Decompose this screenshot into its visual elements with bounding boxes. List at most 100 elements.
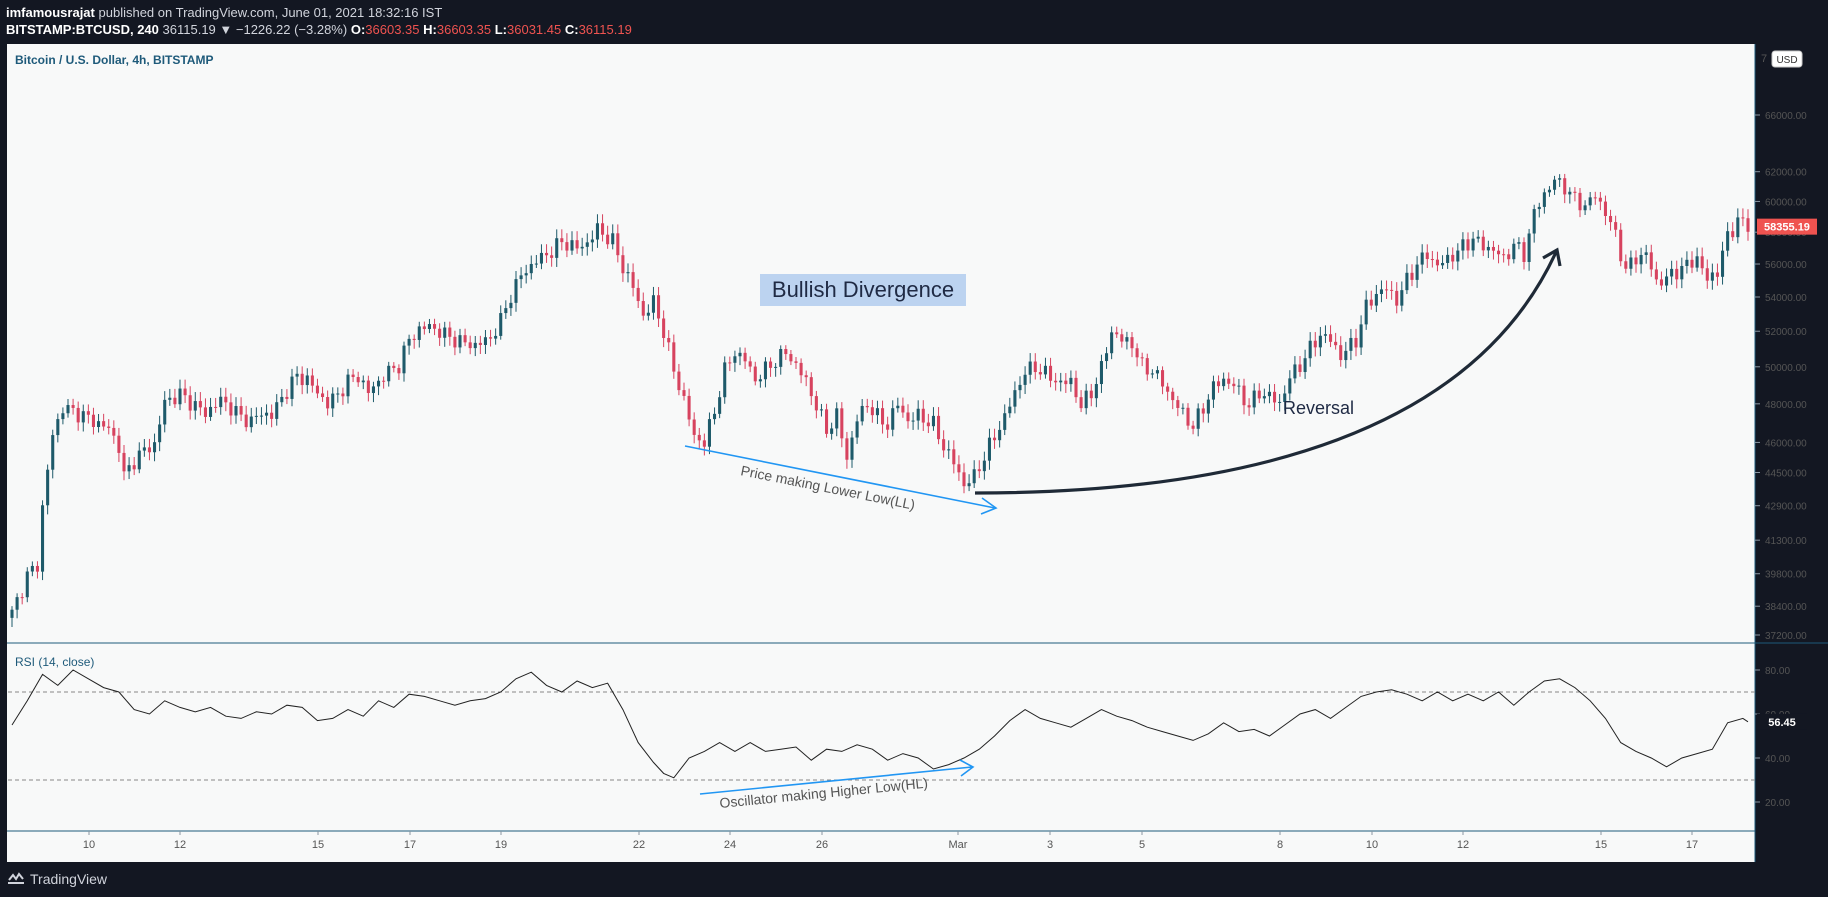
- candle-body: [1721, 250, 1725, 277]
- candle-body: [1507, 254, 1511, 260]
- candle: [117, 427, 121, 462]
- candle: [341, 387, 345, 405]
- price-tick-label: 42900.00: [1765, 502, 1807, 513]
- candle-body: [1659, 279, 1663, 286]
- candle-body: [1084, 390, 1088, 409]
- currency-badge[interactable]: [1771, 50, 1803, 68]
- time-tick-label: 22: [633, 839, 645, 851]
- candle-body: [1237, 385, 1241, 387]
- candle: [1329, 325, 1333, 348]
- candle: [1715, 263, 1719, 286]
- candle-body: [514, 279, 518, 303]
- candle-body: [937, 415, 941, 440]
- candle-body: [1313, 340, 1317, 348]
- candle-body: [692, 419, 696, 435]
- candle: [667, 330, 671, 351]
- candle-body: [753, 366, 757, 382]
- candle: [1043, 357, 1047, 379]
- candle: [178, 379, 182, 411]
- candle: [1191, 420, 1195, 435]
- candle-body: [1578, 192, 1582, 211]
- candle: [81, 404, 85, 432]
- candle: [621, 246, 625, 282]
- candle-body: [183, 388, 187, 396]
- candle: [275, 394, 279, 426]
- candle-body: [1135, 348, 1139, 358]
- candle: [1242, 378, 1246, 415]
- candle: [662, 310, 666, 348]
- candle: [835, 402, 839, 437]
- candle-body: [1018, 384, 1022, 391]
- publisher-name[interactable]: imfamousrajat: [6, 5, 95, 20]
- symbol-label[interactable]: BITSTAMP:BTCUSD, 240: [6, 22, 159, 37]
- candle-body: [244, 414, 248, 428]
- candle-body: [66, 405, 70, 414]
- candle-body: [377, 380, 381, 387]
- candle: [947, 440, 951, 460]
- candle: [957, 455, 961, 481]
- publish-info: imfamousrajat published on TradingView.c…: [6, 5, 442, 20]
- candle-body: [259, 415, 263, 417]
- candle-body: [463, 335, 467, 343]
- candle: [1359, 315, 1363, 355]
- candle: [1186, 403, 1190, 430]
- tradingview-brand[interactable]: TradingView: [8, 871, 107, 887]
- candle-body: [911, 420, 915, 422]
- candle-body: [71, 405, 75, 408]
- candle: [158, 415, 162, 452]
- candle: [203, 398, 207, 424]
- candle-body: [20, 597, 24, 599]
- candle-body: [1405, 272, 1409, 291]
- candle-body: [641, 301, 645, 316]
- candle: [1206, 394, 1210, 423]
- candle: [315, 378, 319, 399]
- candle: [163, 391, 167, 433]
- candle: [1629, 250, 1633, 276]
- reversal-label: Reversal: [1283, 398, 1354, 418]
- candle: [239, 397, 243, 422]
- candle-body: [881, 408, 885, 425]
- candle: [1685, 251, 1689, 274]
- open-value: 36603.35: [365, 22, 420, 37]
- candle-body: [1553, 179, 1557, 190]
- candle-body: [81, 411, 85, 423]
- candle-body: [1339, 345, 1343, 361]
- time-tick-label: 19: [495, 839, 507, 851]
- candle: [1598, 191, 1602, 211]
- candle-body: [219, 396, 223, 408]
- candle-body: [1486, 246, 1490, 251]
- last-price-tag: [1757, 218, 1817, 235]
- candle-body: [947, 449, 951, 451]
- candle: [529, 255, 533, 280]
- candle-body: [1415, 264, 1419, 280]
- candle: [1532, 204, 1536, 243]
- price-tick-label: 60000.00: [1765, 197, 1807, 208]
- candle-body: [214, 406, 218, 408]
- candle-body: [1573, 191, 1577, 193]
- candle-body: [41, 505, 45, 572]
- candle-body: [590, 239, 594, 243]
- candle-body: [127, 465, 131, 472]
- candle-body: [1609, 215, 1613, 223]
- candle-body: [178, 388, 182, 405]
- candle-body: [86, 411, 90, 415]
- candle-body: [1649, 252, 1653, 270]
- candle: [1527, 228, 1531, 271]
- candle: [214, 397, 218, 413]
- candle: [153, 433, 157, 462]
- candle-body: [1038, 372, 1042, 375]
- candle-body: [310, 375, 314, 386]
- candle: [331, 387, 335, 417]
- candle-body: [1125, 337, 1129, 342]
- footer-bar: TradingView: [0, 862, 1828, 897]
- candle-body: [1206, 399, 1210, 414]
- candle: [1614, 215, 1618, 237]
- candle: [1318, 326, 1322, 357]
- candle: [677, 363, 681, 396]
- candle: [326, 390, 330, 416]
- candle: [1537, 202, 1541, 218]
- price-tick-label: 66000.00: [1765, 111, 1807, 122]
- chart-title: Bitcoin / U.S. Dollar, 4h, BITSTAMP: [15, 53, 213, 67]
